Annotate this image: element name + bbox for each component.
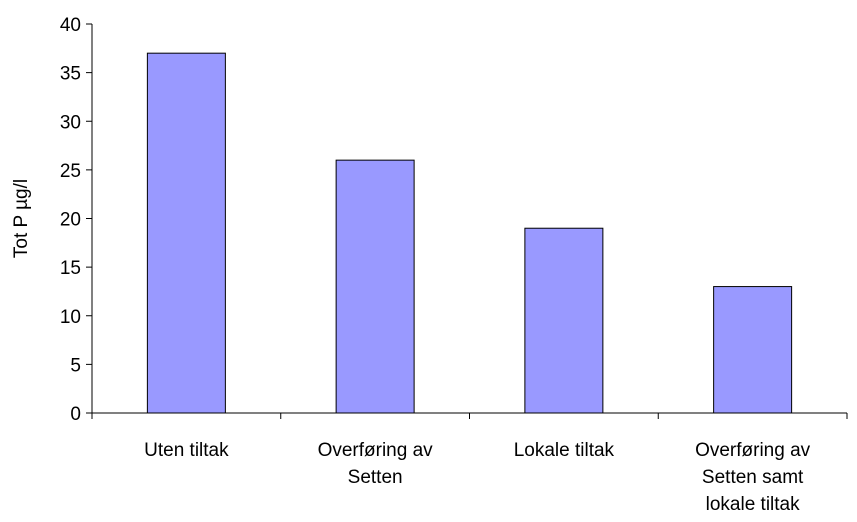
x-category-label: Uten tiltak — [144, 440, 229, 461]
y-tick-label: 5 — [70, 355, 81, 376]
bar-4 — [713, 286, 793, 414]
y-tick-label: 35 — [60, 64, 81, 85]
y-tick-label: 15 — [60, 258, 81, 279]
x-category-label: Lokale tiltak — [514, 440, 615, 461]
y-axis-title: Tot P µg/l — [11, 179, 32, 258]
y-tick-label: 40 — [60, 15, 81, 36]
y-tick-label: 0 — [70, 404, 81, 425]
bar-2 — [335, 159, 415, 414]
bar-1 — [146, 52, 226, 414]
bar-3 — [524, 227, 604, 414]
y-tick-label: 25 — [60, 161, 81, 182]
y-ticks-group: 0 5 10 15 20 25 30 35 40 — [60, 15, 92, 425]
x-category-label: Overføring av Setten samt lokale tiltak — [695, 440, 811, 515]
y-tick-label: 30 — [60, 112, 81, 133]
bars-group — [146, 52, 793, 414]
x-category-label: Overføring av Setten — [318, 440, 434, 488]
x-labels-group: Uten tiltak Overføring av Setten Lokale til… — [144, 440, 811, 515]
y-tick-label: 20 — [60, 210, 81, 231]
y-tick-label: 10 — [60, 307, 81, 328]
